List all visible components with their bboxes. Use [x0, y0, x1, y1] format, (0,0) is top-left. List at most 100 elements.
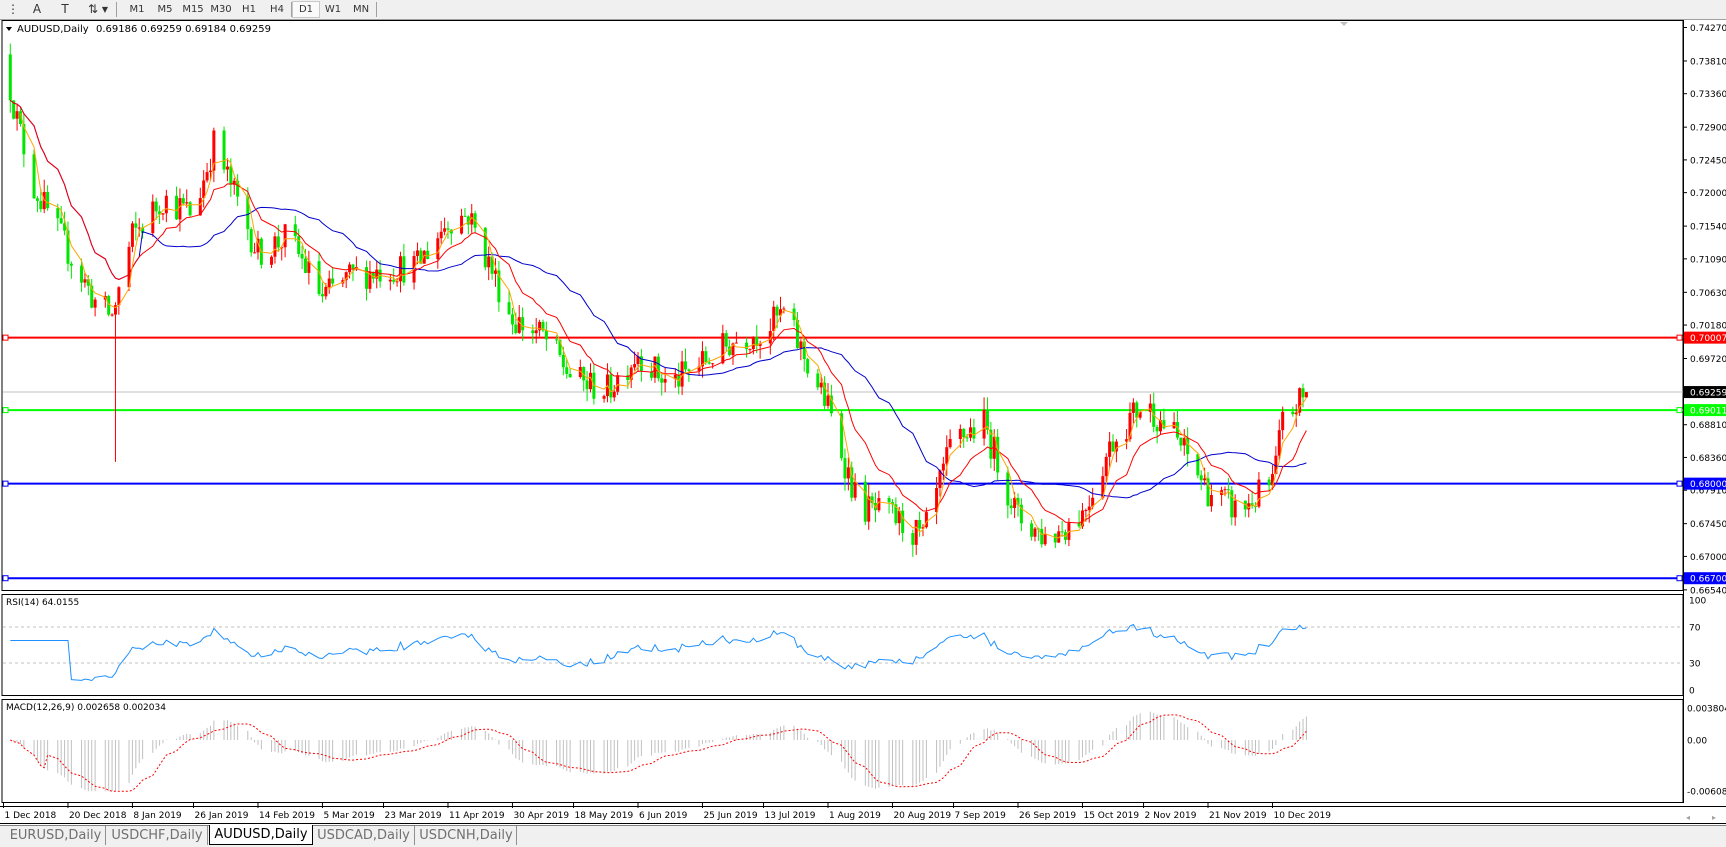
tab-usdcnh[interactable]: USDCNH,Daily [416, 826, 517, 845]
candle [704, 346, 708, 366]
dropdown-arrow-icon[interactable]: ▼ [101, 5, 109, 14]
candle [446, 221, 450, 239]
candle-body [460, 215, 464, 234]
candle-body [188, 202, 192, 216]
candle-body [158, 211, 162, 215]
candle [1148, 394, 1152, 423]
candle-body [1281, 411, 1285, 431]
timeframe-m5-button[interactable]: M5 [157, 4, 173, 15]
candle-body [768, 330, 772, 344]
candle-body [1084, 510, 1088, 512]
candle [901, 503, 905, 542]
line-handle[interactable] [2, 407, 9, 414]
line-handle[interactable] [1676, 575, 1683, 582]
candle-body [208, 170, 212, 173]
candle [365, 260, 369, 301]
timeframe-w1-button[interactable]: W1 [324, 4, 342, 15]
candle [56, 203, 60, 232]
y-tick-label: 0.68360 [1690, 454, 1726, 464]
candle-body [806, 359, 810, 374]
chart-symbol-label: AUDUSD,Daily [17, 24, 89, 35]
candle [107, 294, 111, 317]
line-handle[interactable] [1676, 480, 1683, 487]
candle-body [181, 198, 185, 204]
line-handle[interactable] [2, 575, 9, 582]
tab-usdchf[interactable]: USDCHF,Daily [107, 826, 208, 845]
line-handle[interactable] [2, 334, 9, 341]
candle-body [958, 428, 962, 439]
tab-eurusd[interactable]: EURUSD,Daily [6, 826, 106, 845]
candle [1077, 510, 1081, 529]
candle-body [1199, 475, 1203, 481]
timeframe-m15-button[interactable]: M15 [182, 4, 204, 15]
candle [371, 271, 375, 284]
text-label-tool-icon[interactable]: T [61, 2, 69, 16]
candle-body [758, 343, 762, 346]
chart-window[interactable]: 0.74270 0.73810 0.73360 0.72900 0.72450 0.720… [0, 20, 1726, 826]
scroll-right-icon[interactable]: ▸ [1712, 813, 1716, 822]
tab-usdcad[interactable]: USDCAD,Daily [313, 826, 415, 845]
line-handle[interactable] [2, 480, 9, 487]
candle-body [80, 265, 84, 283]
candle-body [59, 218, 63, 224]
candle [897, 506, 901, 536]
collapse-triangle-icon[interactable] [6, 27, 12, 31]
arrows-tool-icon[interactable]: ⇅ [87, 2, 99, 16]
scroll-left-icon[interactable]: ◂ [1686, 813, 1690, 822]
text-tool-icon[interactable]: A [32, 2, 42, 16]
candle [324, 282, 328, 300]
candle-body [436, 238, 440, 260]
candle-body [249, 229, 253, 253]
rsi-line [10, 623, 1307, 682]
candle [1101, 466, 1105, 500]
candle-body [1111, 441, 1115, 452]
candle-body [151, 201, 155, 234]
candle [225, 158, 229, 182]
line-handle[interactable] [1676, 334, 1683, 341]
period-separator-icon-icon[interactable]: ⋮ [7, 2, 19, 16]
candle-body [795, 320, 799, 349]
x-tick-label: 20 Dec 2018 [69, 811, 127, 821]
candle [8, 43, 12, 113]
chart-canvas[interactable]: 0.74270 0.73810 0.73360 0.72900 0.72450 0.720… [0, 20, 1726, 826]
tab-audusd[interactable]: AUDUSD,Daily [209, 825, 313, 845]
candle [1108, 432, 1112, 468]
candle-body [921, 527, 925, 529]
candle [772, 300, 776, 341]
candle [1257, 472, 1261, 509]
candle [259, 237, 263, 269]
candle-body [439, 231, 443, 239]
candle [755, 325, 759, 354]
candle-body [1182, 437, 1186, 446]
line-handle[interactable] [1676, 407, 1683, 414]
candle [1019, 498, 1023, 532]
candle-body [256, 238, 260, 253]
timeframe-mn-button[interactable]: MN [352, 4, 370, 15]
rsi-panel [1, 594, 1684, 696]
toolbar-divider [291, 2, 292, 17]
line-price-label-box [1684, 404, 1726, 417]
candle [151, 194, 155, 237]
line-price-label-box [1684, 331, 1726, 344]
timeframe-h1-button[interactable]: H1 [242, 4, 256, 15]
candle-body [989, 429, 993, 459]
macd-tick-label: 0.003804 [1687, 705, 1726, 715]
candle-body [422, 250, 426, 264]
timeframe-m1-button[interactable]: M1 [129, 4, 145, 15]
timeframe-d1-button[interactable]: D1 [292, 1, 320, 18]
candle-body [850, 467, 854, 498]
x-tick-label: 20 Aug 2019 [893, 811, 951, 821]
timeframe-m30-button[interactable]: M30 [210, 4, 232, 15]
timeframe-h4-button[interactable]: H4 [270, 4, 284, 15]
candle-body [941, 463, 945, 471]
candle-body [772, 306, 776, 331]
macd-histogram [13, 711, 1307, 792]
chart-shift-marker-icon[interactable] [1340, 22, 1348, 26]
candle [768, 318, 772, 355]
candle-body [466, 216, 470, 225]
candle-body [351, 264, 355, 269]
macd-label: MACD(12,26,9) 0.002658 0.002034 [6, 703, 166, 713]
candle-body [283, 224, 287, 248]
candle-body [538, 321, 542, 331]
candle-body [1179, 437, 1183, 446]
